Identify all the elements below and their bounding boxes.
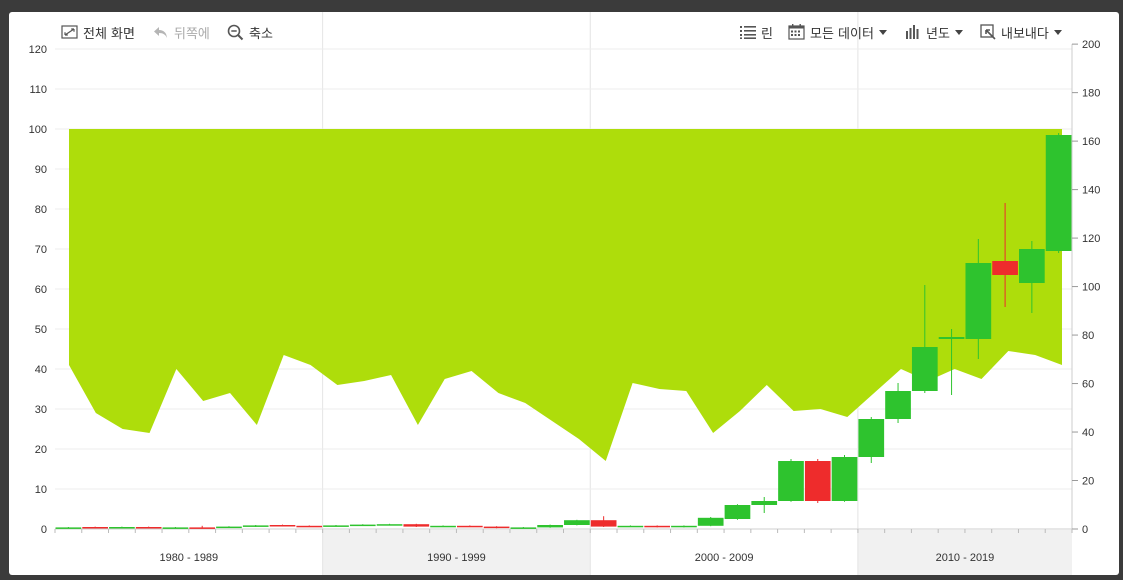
candle-body [885, 391, 911, 419]
candle-body [296, 525, 323, 528]
candle-body [269, 525, 296, 527]
zoom-out-icon [227, 24, 244, 40]
left-axis-tick-label: 50 [35, 324, 47, 336]
left-axis-tick-label: 100 [29, 124, 47, 136]
candle-body [510, 527, 537, 529]
caret-down-icon [1053, 29, 1062, 35]
candle-body [671, 525, 697, 528]
candle-body [992, 261, 1018, 275]
caret-down-icon [954, 29, 963, 35]
right-axis-tick-label: 120 [1082, 233, 1100, 245]
area-range-fill [69, 129, 1062, 461]
left-axis-tick-label: 0 [41, 524, 47, 536]
candle-body [831, 457, 858, 501]
candle-body [189, 527, 216, 529]
export-icon [980, 24, 996, 40]
right-axis-tick-label: 0 [1082, 524, 1088, 536]
chart-canvas: 0 10 20 30 40 50 60 70 80 90 100 110 120 0 20 40 60 80 100… [29, 12, 1100, 575]
caret-down-icon [878, 29, 887, 35]
candle-body [1019, 249, 1045, 283]
export-label: 내보내다 [1001, 26, 1049, 42]
candle-body [82, 527, 108, 529]
undo-arrow-icon [154, 27, 167, 38]
candle-body [323, 525, 349, 527]
candle-body [938, 337, 965, 339]
candle-body [242, 525, 269, 527]
right-axis-tick-label: 180 [1082, 88, 1100, 100]
bar-chart-icon [906, 25, 919, 39]
decade-label: 2000 - 2009 [695, 552, 754, 564]
candle-body [858, 419, 885, 457]
candle-body [483, 526, 510, 529]
candle-body [564, 520, 590, 525]
left-axis-tick-label: 120 [29, 44, 47, 56]
candle-body [644, 525, 671, 528]
candle-body [617, 525, 644, 528]
right-axis-tick-label: 200 [1082, 39, 1100, 51]
left-axis-tick-label: 30 [35, 404, 47, 416]
candle-body [403, 524, 430, 527]
decade-band [322, 530, 591, 575]
candle-body [724, 505, 751, 519]
candle-body [778, 461, 804, 501]
left-axis-tick-label: 10 [35, 484, 47, 496]
left-axis-tick-label: 70 [35, 244, 47, 256]
candle-body [55, 527, 82, 529]
candle-body [135, 527, 162, 529]
list-icon [740, 26, 756, 39]
right-axis-tick-label: 160 [1082, 136, 1100, 148]
candle-body [456, 525, 483, 528]
candle-body [590, 520, 617, 527]
candle-body [430, 525, 456, 528]
fullscreen-icon [61, 25, 78, 39]
right-axis-tick-label: 40 [1082, 427, 1094, 439]
decade-label: 1980 - 1989 [159, 552, 218, 564]
indicator-button[interactable]: 린 [740, 22, 773, 42]
export-dropdown[interactable]: 내보내다 [980, 22, 1062, 42]
back-label: 뒤쪽에 [174, 26, 210, 42]
back-button[interactable]: 뒤쪽에 [153, 22, 210, 42]
left-axis-tick-label: 90 [35, 164, 47, 176]
candle-body [751, 501, 778, 505]
indicator-label: 린 [761, 26, 773, 42]
right-axis-tick-label: 60 [1082, 379, 1094, 391]
candle-body [376, 524, 403, 526]
left-axis-tick-label: 60 [35, 284, 47, 296]
candle-body [109, 527, 135, 529]
candle-body [349, 524, 376, 527]
calendar-icon [788, 24, 805, 40]
right-axis-tick-label: 20 [1082, 476, 1094, 488]
candle-body [697, 517, 724, 526]
period-label: 년도 [926, 26, 950, 42]
right-axis-tick-label: 140 [1082, 185, 1100, 197]
candle-body [911, 347, 938, 391]
candle-body [1045, 135, 1072, 251]
candle-body [216, 526, 242, 529]
zoom-out-label: 축소 [249, 26, 273, 42]
right-axis-tick-label: 80 [1082, 330, 1094, 342]
decade-band [857, 530, 1072, 575]
left-axis-tick-label: 20 [35, 444, 47, 456]
right-axis-tick-label: 100 [1082, 282, 1100, 294]
decade-label: 2010 - 2019 [936, 552, 995, 564]
decade-label: 1990 - 1999 [427, 552, 486, 564]
left-axis-tick-label: 110 [29, 84, 47, 96]
fullscreen-label: 전체 화면 [83, 26, 135, 42]
candle-body [162, 527, 189, 529]
candle-body [537, 525, 563, 528]
candle-body [965, 263, 992, 339]
fullscreen-button[interactable]: 전체 화면 [61, 22, 135, 42]
left-axis-tick-label: 80 [35, 204, 47, 216]
zoom-out-button[interactable]: 축소 [227, 22, 273, 42]
left-axis-tick-label: 40 [35, 364, 47, 376]
candle-body [804, 461, 831, 501]
chart-panel: 전체 화면 뒤쪽에 축소 린 모든 데이터 년도 내보내다 0 10 20 30 40 5… [9, 12, 1119, 575]
period-dropdown[interactable]: 년도 [905, 22, 963, 42]
